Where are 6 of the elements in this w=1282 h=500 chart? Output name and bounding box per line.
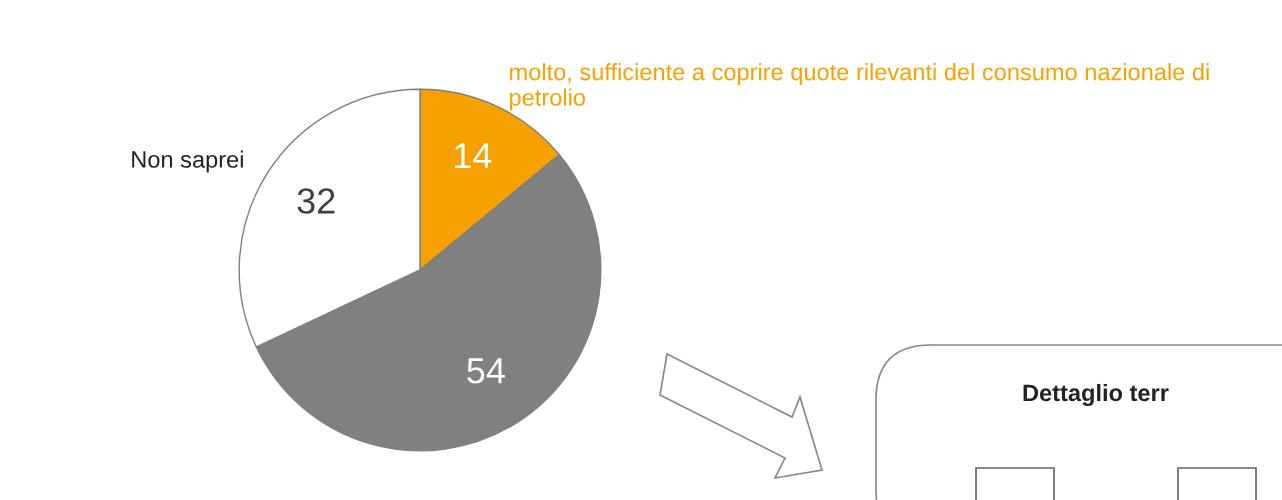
slice-label: Non saprei (132, 150, 243, 173)
data-label: 32 (297, 188, 335, 214)
data-label: 54 (467, 358, 505, 384)
text: Dettaglio terr (1023, 383, 1169, 407)
data-label: 14 (455, 143, 492, 169)
slice-label: molto, sufficiente a coprire quote rilevanti del consumo nazionale di petrolio (510, 63, 1209, 111)
